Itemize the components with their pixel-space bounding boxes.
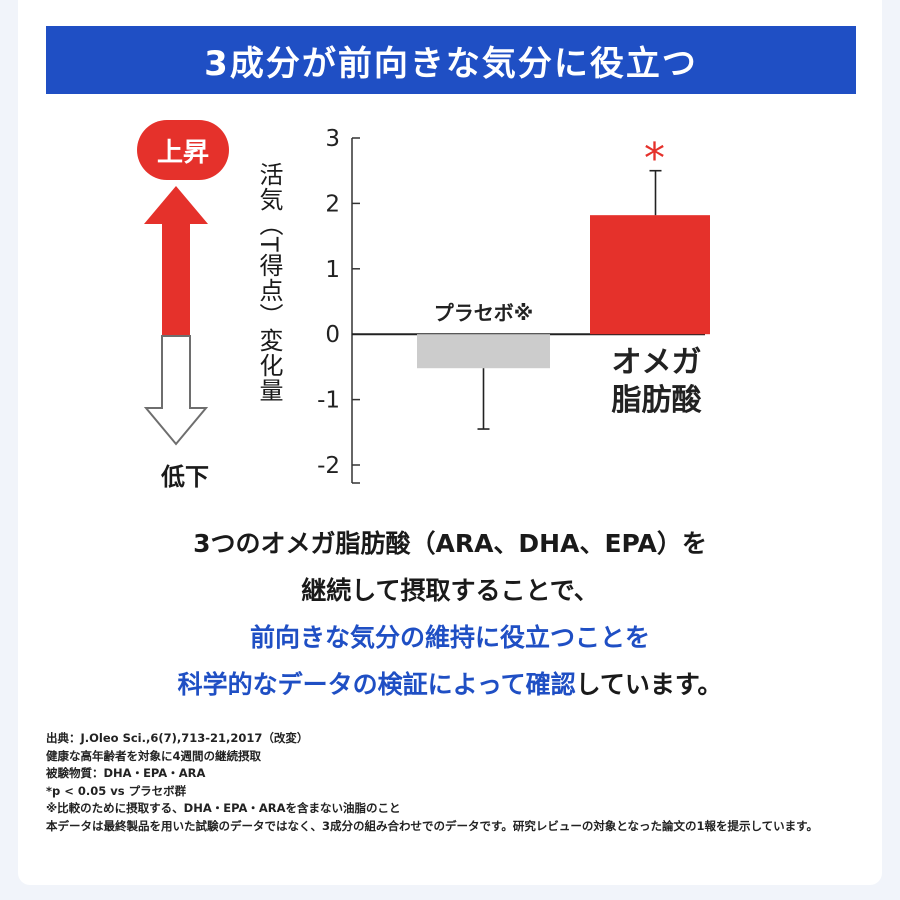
significance-asterisk: * <box>644 134 665 183</box>
y-axis-title: 活気（T得点）変化量 <box>255 162 283 403</box>
y-tick-label: -1 <box>317 388 340 414</box>
footnote-substances: 被験物質：DHA・EPA・ARA <box>46 766 206 780</box>
bar-1 <box>417 334 550 369</box>
statement-line-4-rest: しています。 <box>575 670 723 699</box>
statement-line-3: 前向きな気分の維持に役立つことを <box>249 623 650 652</box>
page-title: 3成分が前向きな気分に役立つ <box>204 43 698 84</box>
up-down-arrow-icon <box>143 186 209 446</box>
category-label-placebo: プラセボ※ <box>434 301 533 325</box>
y-tick-label: -2 <box>317 453 340 479</box>
statement-line-4: 科学的なデータの検証によって確認しています。 <box>0 661 900 708</box>
y-tick-label: 0 <box>325 322 340 348</box>
footnote-source: 出典：J.Oleo Sci.,6(7),713-21,2017（改変） <box>46 731 309 745</box>
y-tick-label: 2 <box>325 191 340 217</box>
footnote-disclaimer: 本データは最終製品を用いた試験のデータではなく、3成分の組み合わせでのデータです… <box>46 818 819 833</box>
increase-label-badge: 上昇 <box>137 120 229 180</box>
footnotes: 出典：J.Oleo Sci.,6(7),713-21,2017（改変） 健康な高… <box>46 730 856 835</box>
bar-2 <box>590 215 710 335</box>
statement-line-2: 継続して摂取することで、 <box>301 576 599 605</box>
decrease-label: 低下 <box>161 463 209 491</box>
increase-label: 上昇 <box>156 137 209 168</box>
y-tick-label: 1 <box>325 257 340 283</box>
bar-chart: 3 2 1 0 -1 -2 プラセボ※ オメガ脂肪酸 * <box>317 126 710 484</box>
category-label-omega-line-1: オメガ <box>612 345 702 380</box>
summary-statement: 3つのオメガ脂肪酸（ARA、DHA、EPA）を 継続して摂取することで、 前向き… <box>0 520 900 708</box>
footnote-subjects: 健康な高年齢者を対象に4週間の継続摂取 <box>46 748 261 763</box>
statement-line-1: 3つのオメガ脂肪酸（ARA、DHA、EPA）を <box>193 529 707 558</box>
up-arrow-icon <box>144 186 208 336</box>
footnote-placebo: ※比較のために摂取する、DHA・EPA・ARAを含まない油脂のこと <box>46 801 401 815</box>
footnote-significance: *p < 0.05 vs プラセボ群 <box>46 783 187 798</box>
page-title-banner: 3成分が前向きな気分に役立つ <box>46 26 856 94</box>
y-tick-label: 3 <box>325 126 340 152</box>
statement-line-4-highlight: 科学的なデータの検証によって確認 <box>177 670 576 699</box>
down-arrow-icon <box>143 335 209 446</box>
category-label-omega-line-2: 脂肪酸 <box>612 383 703 418</box>
